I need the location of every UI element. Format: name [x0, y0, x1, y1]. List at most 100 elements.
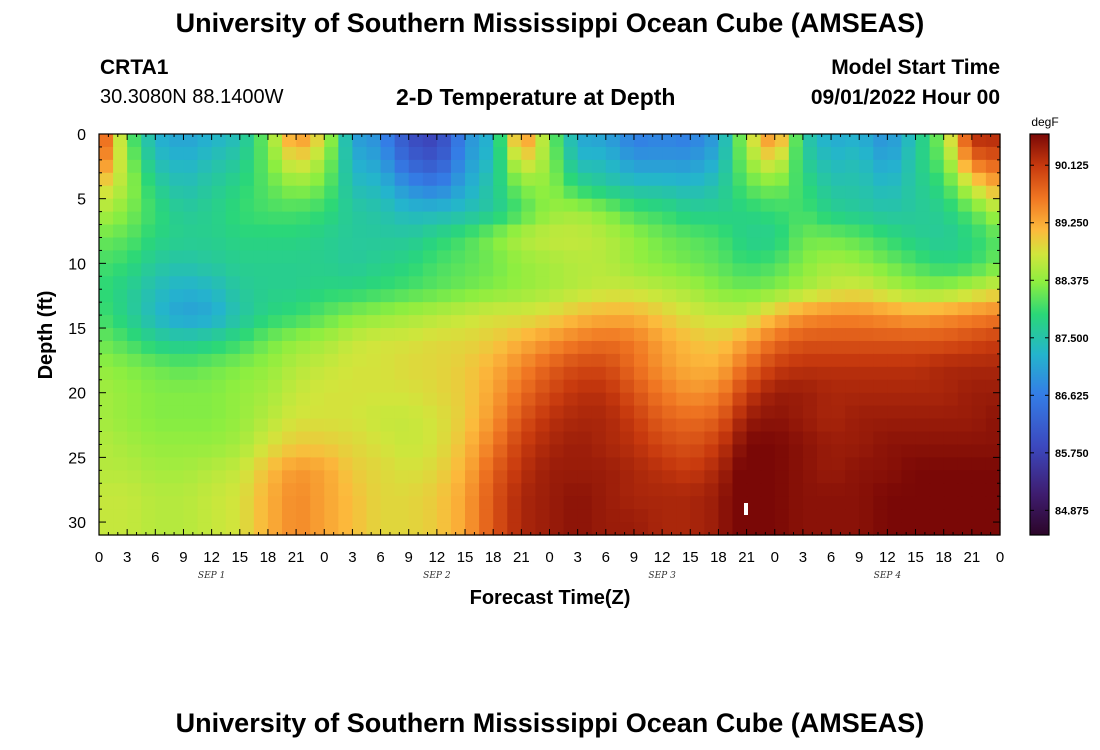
heatmap-cell [929, 392, 945, 407]
heatmap-cell [127, 146, 142, 161]
heatmap-cell [746, 470, 762, 484]
heatmap-cell [591, 522, 607, 536]
heatmap-cell [816, 509, 832, 523]
heatmap-cell [169, 444, 185, 458]
heatmap-cell [141, 159, 156, 174]
heatmap-cell [648, 379, 663, 394]
heatmap-cell [296, 457, 311, 471]
heatmap-cell [746, 353, 762, 368]
heatmap-cell [535, 276, 551, 290]
heatmap-cell [282, 250, 297, 264]
heatmap-cell [957, 250, 973, 264]
x-tick-label: 0 [95, 549, 103, 566]
heatmap-cell [99, 366, 114, 381]
heatmap-cell [267, 185, 283, 200]
heatmap-cell [915, 276, 931, 290]
heatmap-cell [113, 496, 128, 510]
heatmap-cell [267, 340, 283, 355]
colorbar-tick-label: 90.125 [1055, 160, 1089, 172]
heatmap-cell [197, 224, 213, 239]
heatmap-cell [436, 366, 452, 381]
heatmap-cell [310, 211, 325, 226]
heatmap-cell [352, 353, 368, 368]
heatmap-cell [422, 185, 438, 200]
heatmap-cell [479, 263, 494, 277]
heatmap-cell [267, 366, 283, 381]
heatmap-cell [99, 418, 114, 433]
heatmap-cell [859, 172, 874, 187]
heatmap-cell [831, 366, 846, 381]
heatmap-cell [845, 418, 860, 433]
heatmap-cell [141, 431, 156, 446]
heatmap-cell [901, 250, 917, 264]
heatmap-cell [465, 392, 480, 407]
heatmap-cell [535, 185, 551, 200]
heatmap-cell [605, 509, 621, 523]
heatmap-cell [267, 302, 283, 316]
heatmap-cell [633, 198, 649, 213]
heatmap-cell [422, 159, 438, 174]
heatmap-cell [155, 172, 170, 187]
heatmap-cell [338, 392, 354, 407]
heatmap-cell [774, 509, 790, 523]
heatmap-cell [802, 353, 818, 368]
heatmap-cell [225, 263, 241, 277]
heatmap-cell [831, 250, 846, 264]
heatmap-cell [296, 470, 311, 484]
heatmap-cell [901, 198, 917, 213]
heatmap-cell [957, 198, 973, 213]
heatmap-cell [873, 289, 888, 303]
heatmap-cell [310, 470, 325, 484]
heatmap-cell [549, 328, 565, 342]
heatmap-cell [507, 366, 522, 381]
heatmap-cell [971, 431, 987, 446]
heatmap-cell [662, 379, 677, 394]
heatmap-cell [479, 379, 494, 394]
heatmap-cell [676, 353, 691, 368]
heatmap-cell [380, 328, 396, 342]
heatmap-cell [971, 379, 987, 394]
heatmap-cell [887, 392, 903, 407]
heatmap-cell [774, 159, 790, 174]
heatmap-cell [577, 172, 593, 187]
heatmap-cell [239, 340, 255, 355]
colorbar: degF 84.87585.75086.62587.50088.37589.25… [1029, 115, 1089, 536]
heatmap-cell [493, 509, 508, 523]
heatmap-cell [493, 328, 508, 342]
heatmap-cell [253, 302, 269, 316]
heatmap-cell [985, 418, 1001, 433]
heatmap-cell [465, 509, 480, 523]
heatmap-cell [479, 418, 494, 433]
heatmap-cell [197, 444, 213, 458]
x-tick-label: 0 [771, 549, 779, 566]
heatmap-cell [648, 405, 663, 420]
heatmap-cell [155, 211, 170, 226]
heatmap-cell [859, 483, 874, 497]
heatmap-cell [690, 483, 705, 497]
heatmap-cell [479, 366, 494, 381]
heatmap-cell [746, 198, 762, 213]
heatmap-cell [718, 263, 734, 277]
heatmap-cell [282, 496, 297, 510]
heatmap-cell [267, 353, 283, 368]
heatmap-cell [141, 418, 156, 433]
heatmap-cell [859, 509, 874, 523]
heatmap-cell [788, 172, 804, 187]
colorbar-tick-label: 86.625 [1055, 390, 1089, 402]
heatmap-cell [704, 289, 720, 303]
heatmap-cell [957, 379, 973, 394]
heatmap-cell [760, 483, 776, 497]
heatmap-cell [943, 457, 959, 471]
heatmap-cell [859, 522, 874, 536]
heatmap-cell [155, 483, 170, 497]
heatmap-cell [436, 315, 452, 329]
heatmap-cell [450, 431, 466, 446]
heatmap-cell [549, 522, 565, 536]
heatmap-cell [211, 340, 227, 355]
heatmap-cell [662, 134, 677, 148]
heatmap-cell [450, 483, 466, 497]
heatmap-cell [493, 483, 508, 497]
heatmap-cell [549, 457, 565, 471]
heatmap-cell [887, 340, 903, 355]
